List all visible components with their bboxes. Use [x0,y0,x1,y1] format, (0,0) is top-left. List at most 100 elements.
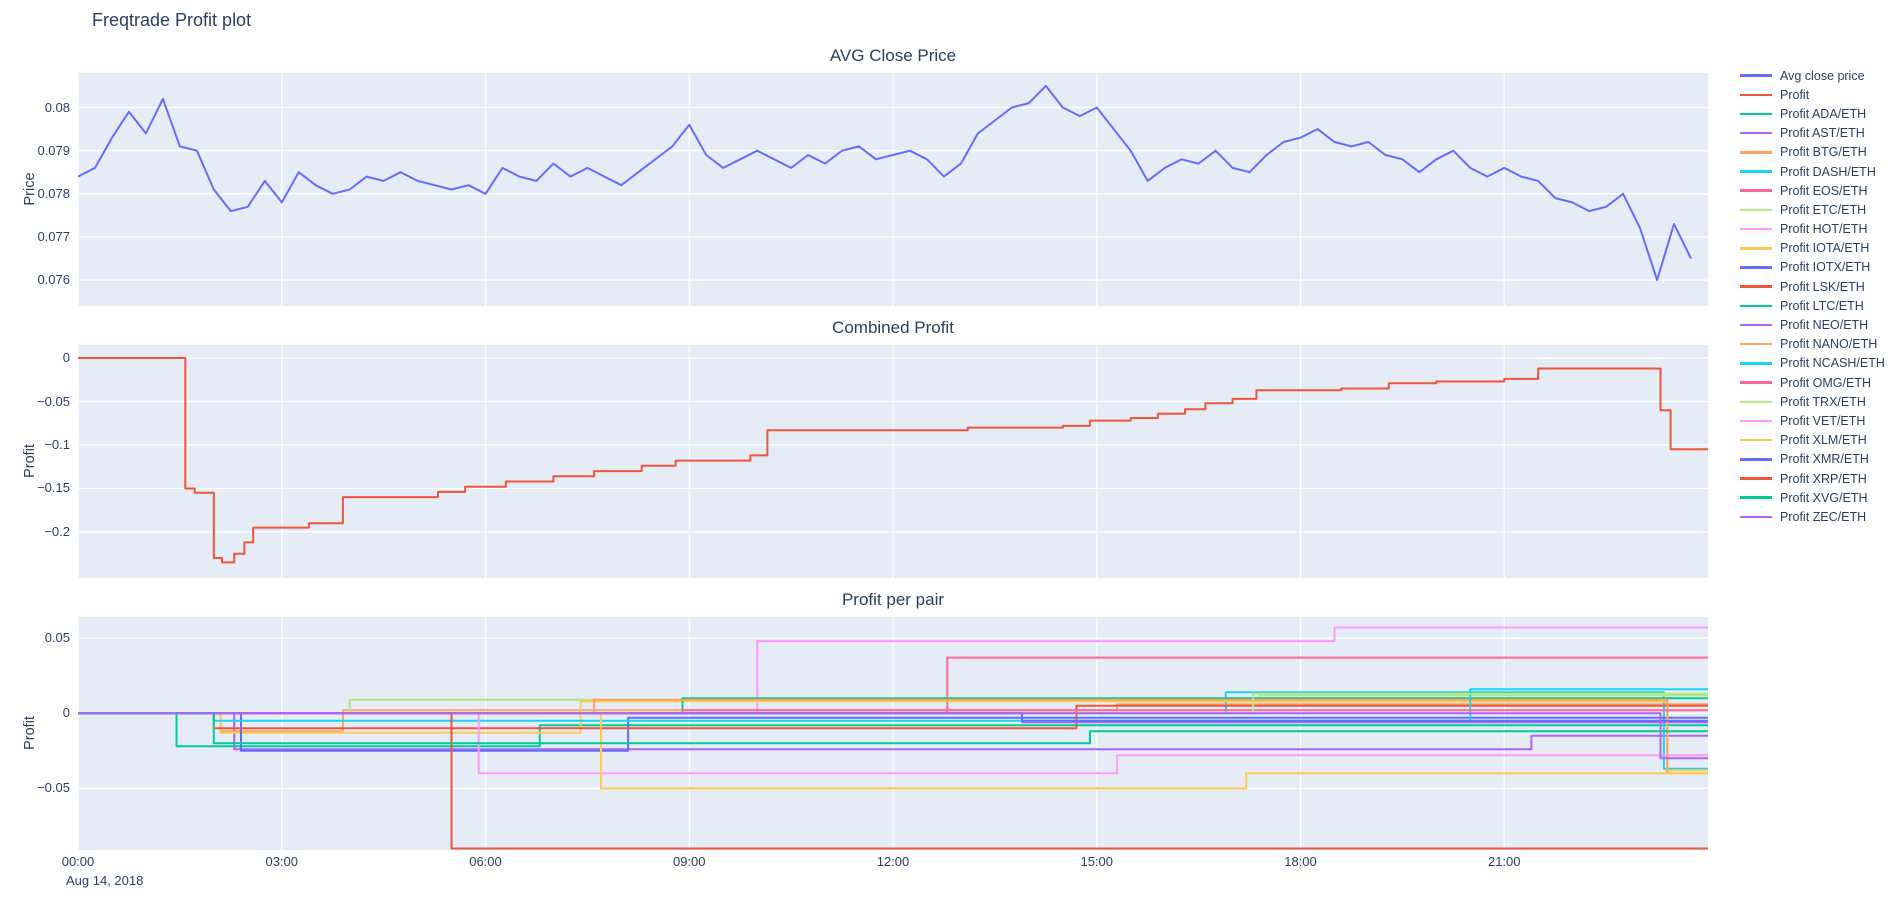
subplot-title-avg-close-price: AVG Close Price [829,46,957,65]
figure-title: Freqtrade Profit plot [92,10,252,30]
x-tick-label: 18:00 [1284,854,1317,869]
legend-item-label: Profit LTC/ETH [1780,298,1864,313]
legend-item-label: Profit HOT/ETH [1780,222,1868,237]
legend-item-label: Avg close price [1780,68,1865,83]
y-tick-label: 0.076 [37,272,70,288]
series-profit [78,357,1708,564]
legend-item-profit-ltc-eth[interactable]: Profit LTC/ETH [1740,296,1885,315]
y-tick-label: −0.15 [37,480,70,496]
legend-item-profit-ast-eth[interactable]: Profit AST/ETH [1740,124,1885,143]
legend-item-profit-nano-eth[interactable]: Profit NANO/ETH [1740,335,1885,354]
legend-item-label: Profit IOTX/ETH [1780,260,1871,275]
legend-item-label: Profit BTG/ETH [1780,145,1867,160]
legend-item-profit-eos-eth[interactable]: Profit EOS/ETH [1740,181,1885,200]
y-tick-label: 0 [62,350,70,366]
x-tick-label: 03:00 [265,854,299,869]
legend-item-label: Profit IOTA/ETH [1780,241,1870,256]
y-tick-label: 0.05 [44,630,70,646]
legend-item-profit-xmr-eth[interactable]: Profit XMR/ETH [1740,450,1885,469]
legend-line-swatch-icon [1740,304,1772,308]
y-tick-label: 0 [62,705,70,721]
legend-line-swatch-icon [1740,458,1772,461]
legend-item-profit-xrp-eth[interactable]: Profit XRP/ETH [1740,469,1885,488]
legend-line-swatch-icon [1740,227,1772,231]
legend-line-swatch-icon [1740,400,1772,404]
x-tick-label: 12:00 [876,854,910,869]
legend-item-profit-hot-eth[interactable]: Profit HOT/ETH [1740,220,1885,239]
legend-item-profit-ncash-eth[interactable]: Profit NCASH/ETH [1740,354,1885,373]
legend-line-swatch-icon [1740,362,1772,365]
legend-item-profit-zec-eth[interactable]: Profit ZEC/ETH [1740,507,1885,526]
legend-item-profit-vet-eth[interactable]: Profit VET/ETH [1740,411,1885,430]
legend-item-label: Profit [1780,87,1810,102]
legend-item-label: Profit XVG/ETH [1780,490,1868,505]
y-tick-label: 0.078 [37,185,70,201]
legend-item-profit-etc-eth[interactable]: Profit ETC/ETH [1740,200,1885,219]
profit-per-pair-chart[interactable] [78,617,1708,850]
legend-item-profit-trx-eth[interactable]: Profit TRX/ETH [1740,392,1885,411]
legend-item-profit-iota-eth[interactable]: Profit IOTA/ETH [1740,239,1885,258]
legend-item-profit-ada-eth[interactable]: Profit ADA/ETH [1740,104,1885,123]
legend-item-label: Profit DASH/ETH [1780,164,1876,179]
legend-line-swatch-icon [1740,419,1772,423]
legend-line-swatch-icon [1740,74,1772,77]
legend-line-swatch-icon [1740,247,1772,250]
x-tick-label: 09:00 [672,854,706,869]
legend-line-swatch-icon [1740,151,1772,154]
avg-close-price-chart[interactable] [78,73,1708,306]
series-profit-zec-eth [78,712,1708,760]
y-tick-label: −0.05 [37,393,70,409]
legend-item-label: Profit VET/ETH [1780,413,1866,428]
legend-item-avg-close-price[interactable]: Avg close price [1740,66,1885,85]
y-tick-label: 0.08 [44,99,70,115]
legend-line-swatch-icon [1740,381,1772,384]
legend-line-swatch-icon [1740,342,1772,346]
y-tick-label: 0.079 [37,142,70,158]
combined-profit-chart[interactable] [78,345,1708,578]
y-axis-title-profit-per-pair: Profit [22,716,38,750]
legend-item-label: Profit EOS/ETH [1780,183,1868,198]
legend-line-swatch-icon [1740,189,1772,192]
y-tick-label: −0.1 [44,436,70,452]
x-tick-label: 06:00 [469,854,502,869]
legend-item-profit-omg-eth[interactable]: Profit OMG/ETH [1740,373,1885,392]
subplot-title-profit-per-pair: Profit per pair [841,590,945,609]
legend-line-swatch-icon [1740,131,1772,135]
legend-line-swatch-icon [1740,208,1772,212]
legend-item-label: Profit XRP/ETH [1780,471,1867,486]
legend-item-profit-xvg-eth[interactable]: Profit XVG/ETH [1740,488,1885,507]
legend-line-swatch-icon [1740,515,1772,519]
legend-item-label: Profit AST/ETH [1780,126,1865,141]
legend-item-label: Profit NCASH/ETH [1780,356,1885,371]
legend-line-swatch-icon [1740,477,1772,480]
legend-line-swatch-icon [1740,266,1772,269]
legend: Avg close price Profit Profit ADA/ETH Profi… [1740,66,1885,527]
legend-line-swatch-icon [1740,323,1772,327]
y-tick-label: 0.077 [37,228,70,244]
legend-line-swatch-icon [1740,170,1772,173]
series-avg-close-price [78,84,1692,282]
legend-line-swatch-icon [1740,438,1772,442]
legend-item-profit-xlm-eth[interactable]: Profit XLM/ETH [1740,431,1885,450]
legend-item-profit[interactable]: Profit [1740,85,1885,104]
legend-item-profit-iotx-eth[interactable]: Profit IOTX/ETH [1740,258,1885,277]
legend-line-swatch-icon [1740,285,1772,288]
legend-line-swatch-icon [1740,93,1772,97]
legend-item-label: Profit ZEC/ETH [1780,509,1867,524]
legend-item-label: Profit TRX/ETH [1780,394,1866,409]
legend-item-profit-btg-eth[interactable]: Profit BTG/ETH [1740,143,1885,162]
legend-item-profit-lsk-eth[interactable]: Profit LSK/ETH [1740,277,1885,296]
legend-item-label: Profit ADA/ETH [1780,106,1867,121]
y-tick-label: −0.05 [37,780,70,796]
legend-item-profit-dash-eth[interactable]: Profit DASH/ETH [1740,162,1885,181]
subplot-title-combined-profit: Combined Profit [832,318,954,337]
legend-line-swatch-icon [1740,112,1772,116]
x-axis-date-label: Aug 14, 2018 [66,873,144,888]
legend-item-profit-neo-eth[interactable]: Profit NEO/ETH [1740,315,1885,334]
x-tick-label: 00:00 [61,854,95,869]
x-tick-label: 21:00 [1487,854,1521,869]
legend-line-swatch-icon [1740,496,1772,499]
x-tick-label: 15:00 [1080,854,1114,869]
legend-item-label: Profit ETC/ETH [1780,202,1867,217]
